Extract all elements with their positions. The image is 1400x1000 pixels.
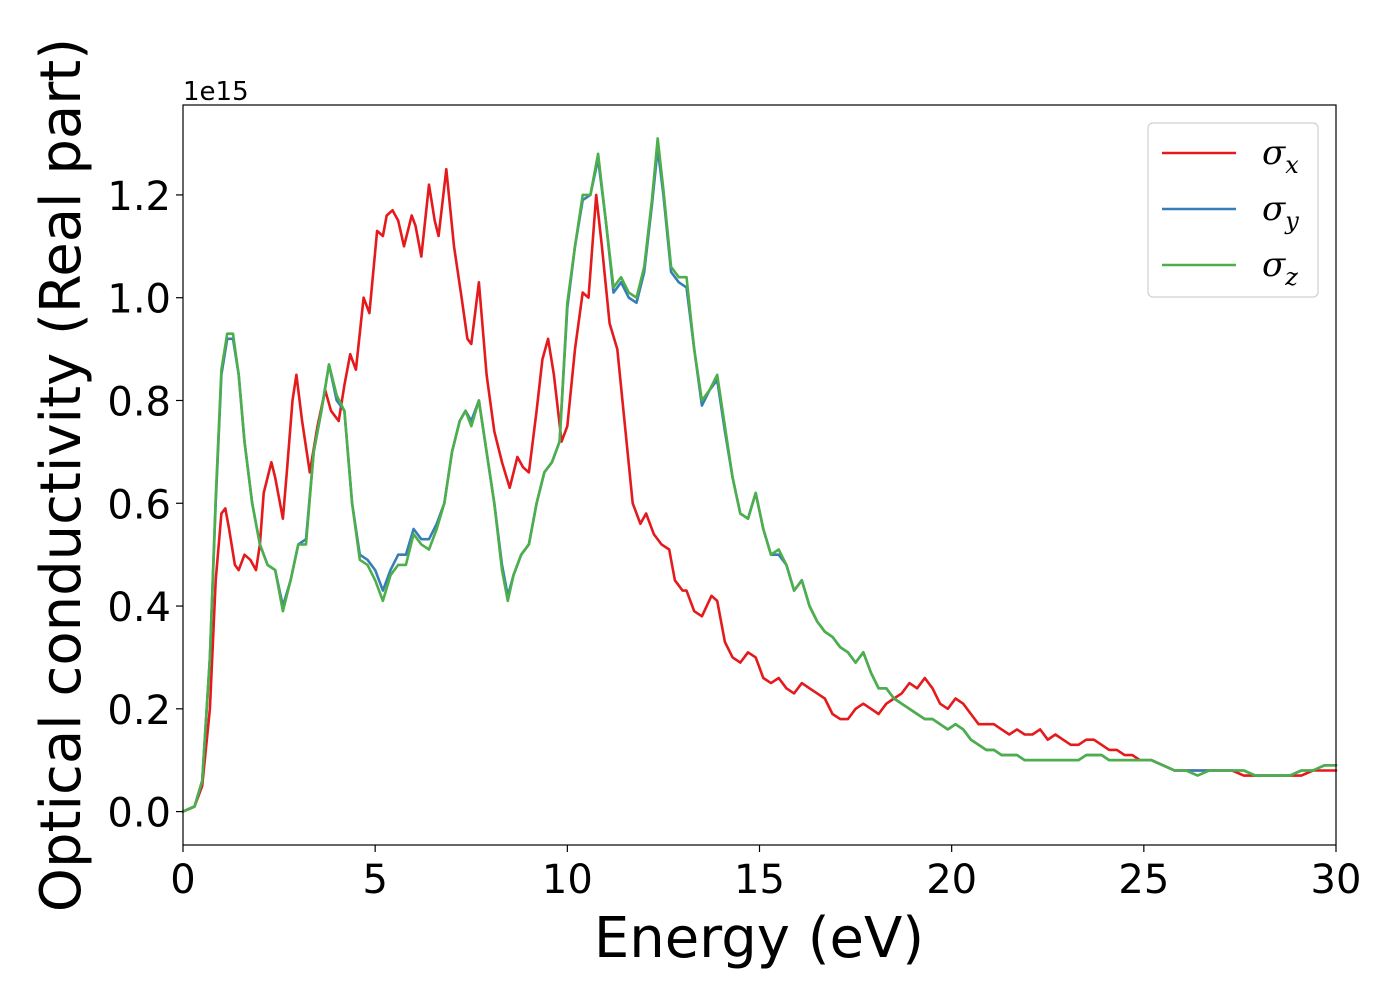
y-tick-label: 0.4 <box>107 585 171 631</box>
legend-label-x: σx <box>1262 133 1299 179</box>
y-tick-label: 0.8 <box>107 379 171 425</box>
legend-label-y: σy <box>1262 189 1299 235</box>
x-tick-label: 15 <box>734 857 785 903</box>
x-tick-label: 30 <box>1311 857 1362 903</box>
x-tick-label: 25 <box>1118 857 1169 903</box>
y-tick-label: 0.0 <box>107 791 171 837</box>
y-tick-label: 0.2 <box>107 688 171 734</box>
series-line-x <box>181 167 1338 813</box>
y-offset-label: 1e15 <box>183 77 249 107</box>
x-axis-label: Energy (eV) <box>594 906 924 971</box>
plot-lines <box>181 137 1338 813</box>
legend: σx σy σz <box>1147 122 1319 298</box>
x-tick-label: 0 <box>170 857 195 903</box>
y-axis: 0.0 0.2 0.4 0.6 0.8 1.0 1.2 <box>107 174 183 837</box>
x-tick-label: 5 <box>362 857 387 903</box>
y-tick-label: 1.2 <box>107 174 171 220</box>
y-tick-label: 0.6 <box>107 482 171 528</box>
series-line-z <box>181 137 1338 813</box>
x-axis: 0 5 10 15 20 25 30 <box>170 845 1361 903</box>
x-tick-label: 10 <box>542 857 593 903</box>
y-tick-label: 1.0 <box>107 277 171 323</box>
y-axis-label: Optical conductivity (Real part) <box>29 38 94 912</box>
x-tick-label: 20 <box>926 857 977 903</box>
legend-label-z: σz <box>1262 245 1298 291</box>
